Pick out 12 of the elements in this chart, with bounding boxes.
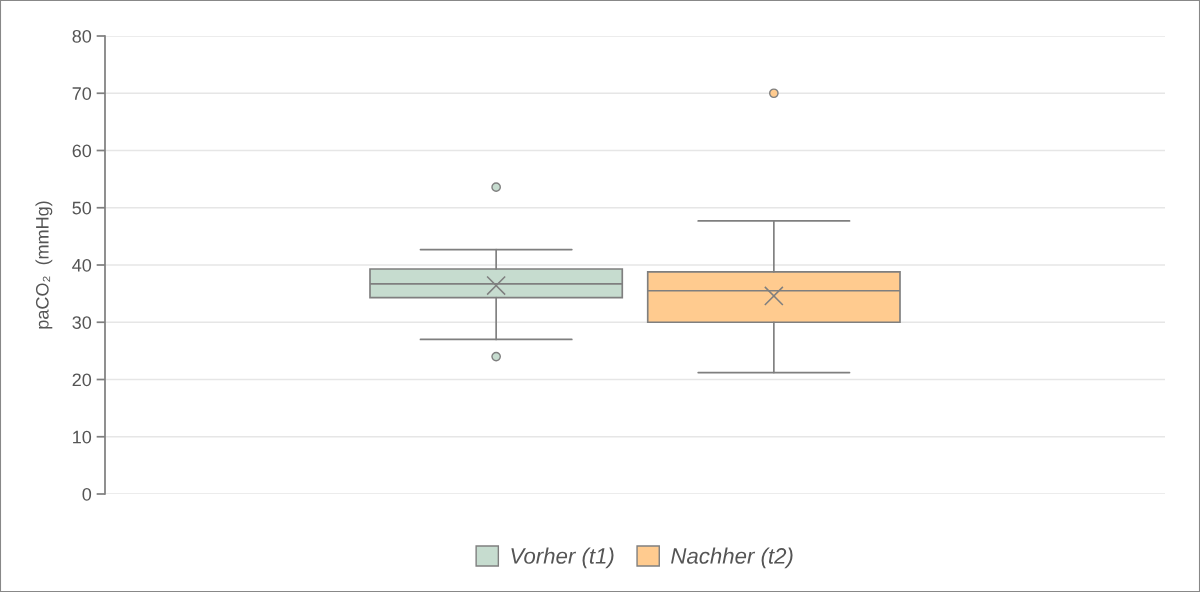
y-tick-label: 0 xyxy=(82,487,92,501)
y-axis-title: paCO₂ (mmHg) xyxy=(35,201,53,329)
y-tick-label: 20 xyxy=(72,373,92,387)
y-tick-label: 60 xyxy=(72,144,92,158)
legend-label: Nachher (t2) xyxy=(671,547,793,569)
y-tick-label: 10 xyxy=(73,430,92,444)
y-tick-label: 70 xyxy=(72,87,92,100)
y-tick-label: 50 xyxy=(72,201,92,215)
y-tick-label: 40 xyxy=(72,258,92,272)
y-tick-label: 30 xyxy=(72,316,92,329)
y-tick-label: 80 xyxy=(72,29,92,43)
legend-label: Vorher (t1) xyxy=(511,547,614,569)
